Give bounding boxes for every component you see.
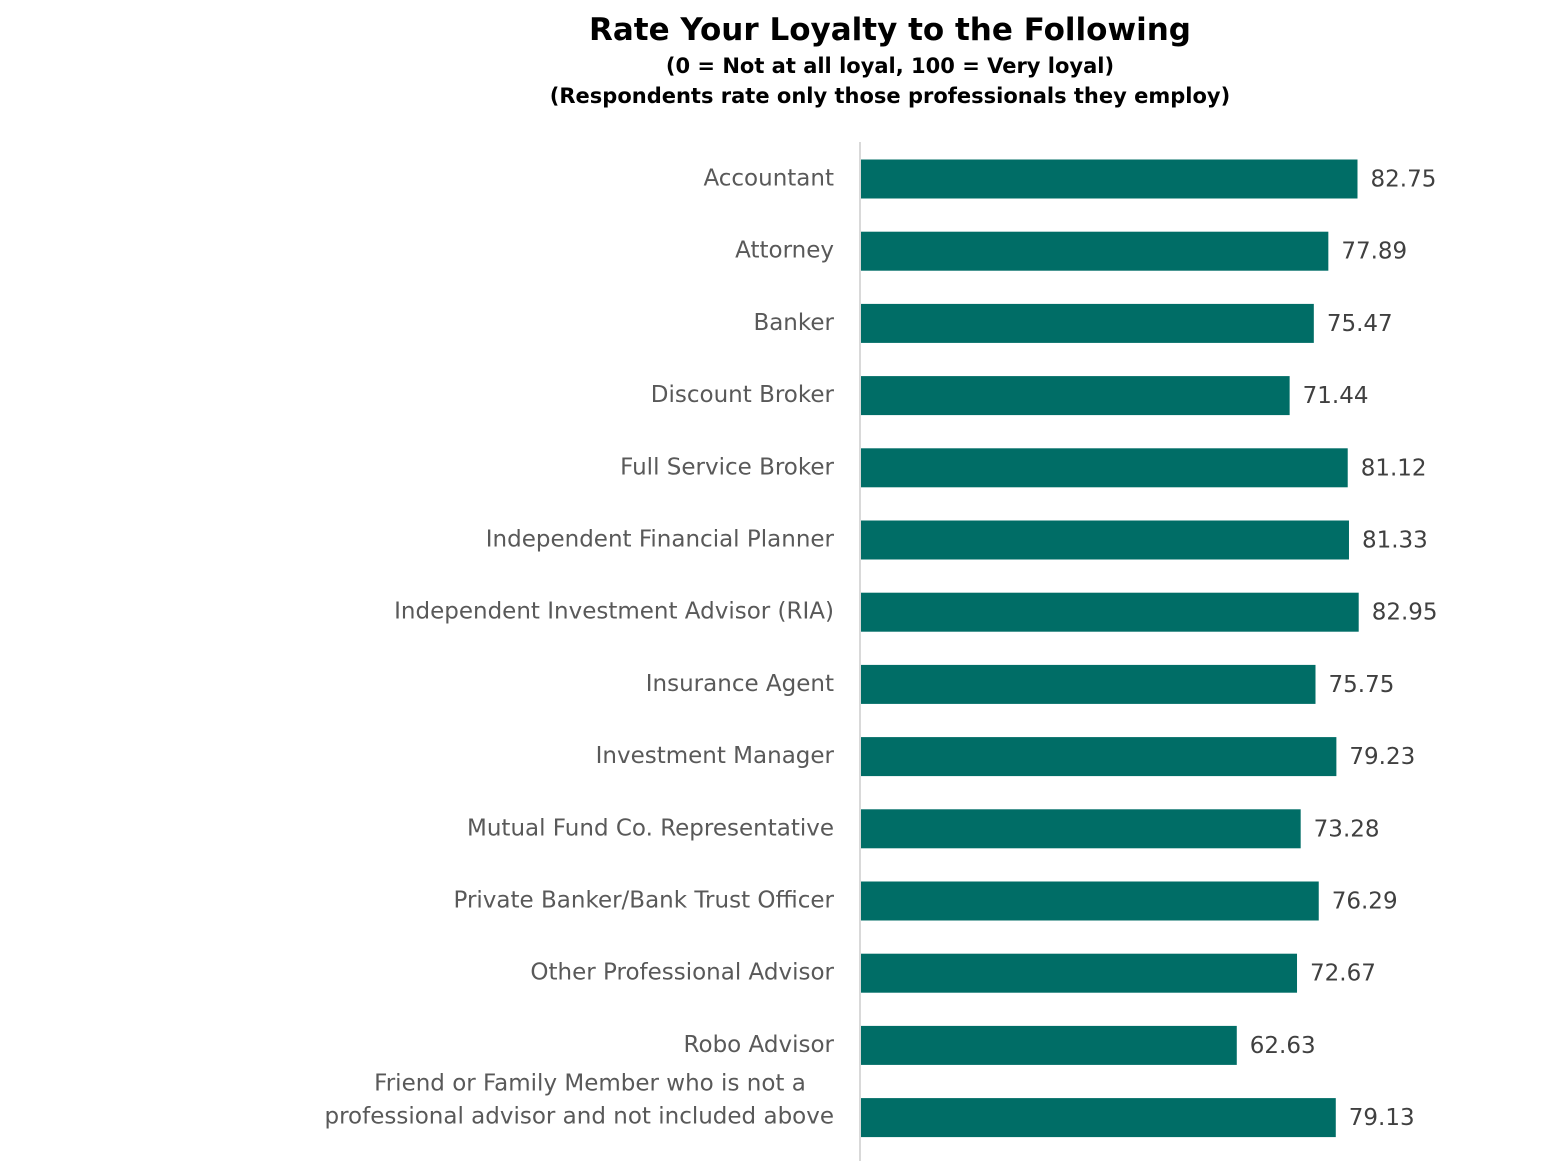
bar-series [861, 159, 1359, 1138]
data-label: 73.28 [1314, 816, 1380, 842]
category-label: Full Service Broker [620, 454, 834, 480]
category-label: Banker [753, 310, 834, 336]
bar [861, 1025, 1237, 1065]
data-label: 75.75 [1329, 672, 1395, 698]
category-label: Attorney [735, 238, 834, 264]
category-label: Mutual Fund Co. Representative [467, 815, 834, 841]
data-label: 81.33 [1362, 528, 1428, 554]
bar [861, 737, 1337, 777]
data-label: 79.23 [1349, 744, 1415, 770]
data-label: 72.67 [1310, 961, 1376, 987]
bar [861, 448, 1348, 488]
data-label: 62.63 [1250, 1033, 1316, 1059]
category-axis-labels: Accountant Attorney Banker Discount Broker F… [324, 166, 834, 1130]
bar [861, 1098, 1336, 1138]
category-label: Investment Manager [596, 743, 835, 769]
chart-subtitle-scale: (0 = Not at all loyal, 100 = Very loyal) [665, 54, 1115, 78]
data-label: 77.89 [1341, 239, 1407, 265]
bar [861, 520, 1349, 560]
data-label: 71.44 [1303, 383, 1369, 409]
category-label: Discount Broker [651, 382, 835, 408]
category-label: Friend or Family Member who is not a prof… [324, 1071, 834, 1130]
category-label: Accountant [703, 166, 834, 192]
bar [861, 809, 1301, 849]
category-label: Robo Advisor [684, 1032, 835, 1058]
category-label: Other Professional Advisor [530, 960, 834, 986]
data-label: 81.12 [1361, 455, 1427, 481]
category-label: Insurance Agent [646, 671, 834, 697]
category-label: Independent Financial Planner [486, 527, 835, 553]
data-labels: 82.75 77.89 75.47 71.44 81.12 81.33 82.95 75.75… [1250, 167, 1438, 1132]
data-label: 76.29 [1332, 889, 1398, 915]
bar [861, 664, 1316, 704]
category-label: Private Banker/Bank Trust Officer [454, 888, 835, 914]
bar [861, 231, 1329, 271]
bar [861, 303, 1314, 343]
chart-title: Rate Your Loyalty to the Following [588, 12, 1191, 48]
data-label: 75.47 [1327, 311, 1393, 337]
chart-subtitle-respondents: (Respondents rate only those professiona… [549, 84, 1231, 108]
data-label: 82.95 [1372, 600, 1438, 626]
category-label: Independent Investment Advisor (RIA) [394, 599, 834, 625]
bar [861, 881, 1319, 921]
data-label: 82.75 [1371, 167, 1437, 193]
bar [861, 376, 1290, 416]
bar [861, 592, 1359, 632]
bar [861, 159, 1358, 199]
data-label: 79.13 [1349, 1105, 1415, 1131]
bar [861, 953, 1298, 993]
category-label-line: Friend or Family Member who is not a [374, 1071, 806, 1097]
category-label-line: professional advisor and not included ab… [324, 1104, 834, 1130]
